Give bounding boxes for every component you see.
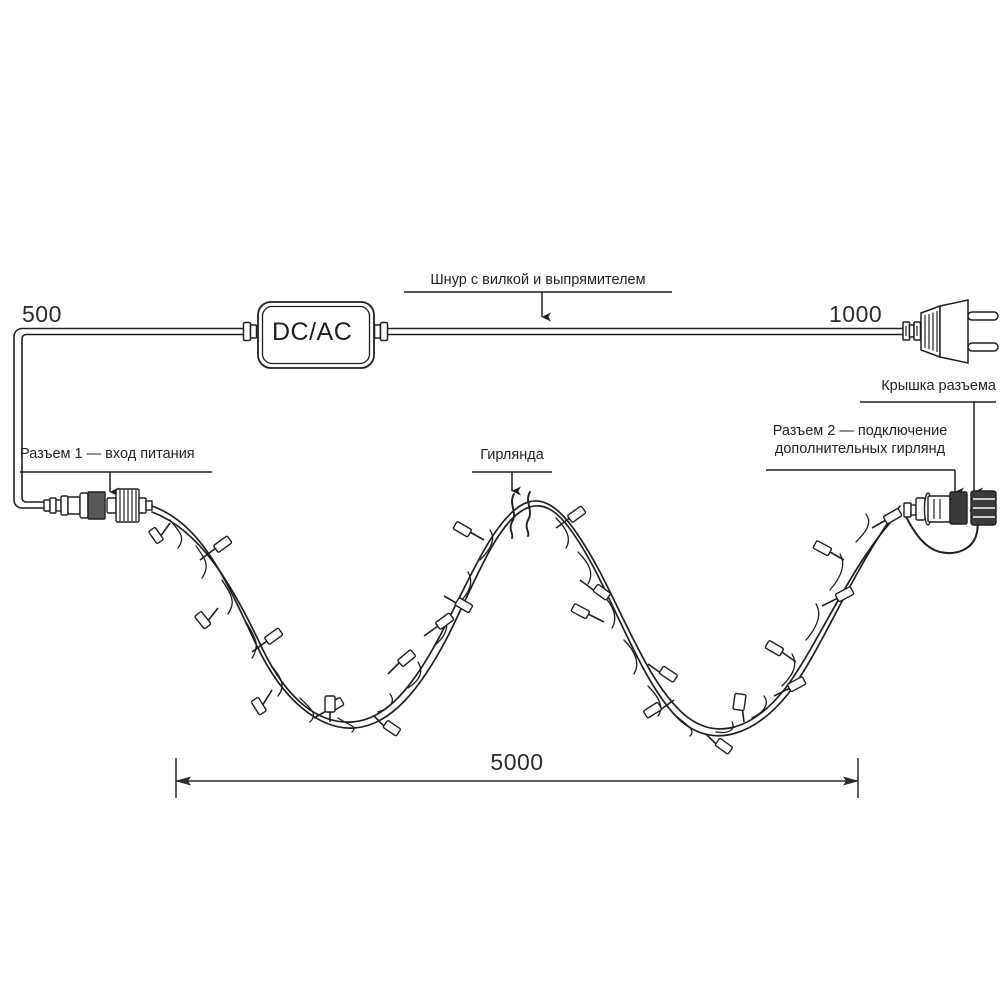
dimension-label-500: 500 [22,301,62,327]
led-bulb-icon [148,522,171,545]
led-bulb-icon [423,612,455,637]
callout-cord-with-plug: Шнур с вилкой и выпрямителем [430,272,646,288]
callout-garland: Гирлянда [480,447,544,463]
leader-garland [472,471,552,496]
led-bulb-icon [871,508,903,529]
leader-connector-2 [766,469,964,497]
callout-connector-2-line1: Разъем 2 — подключение [772,423,948,439]
leader-connector-cap [860,401,996,497]
mains-cable-path [13,327,906,509]
dimension-label-5000: 5000 [490,749,544,775]
led-bulb-icon [194,607,219,630]
dimension-5000 [175,758,859,798]
connector-2-assembly [903,490,997,554]
dimension-label-1000: 1000 [829,301,883,327]
connector-cap-icon [970,490,997,526]
leader-cord-with-plug [404,291,672,322]
led-bulb-icon [773,676,807,697]
mains-plug-icon [902,299,999,364]
led-bulb-icon [373,715,401,737]
led-bulb-icon [324,695,336,722]
led-bulb-icon [705,733,733,755]
connector-1-input [43,488,153,523]
callout-connector-2-line2: дополнительных гирлянд [774,441,946,457]
led-bulb-icon [250,689,273,716]
dc-ac-label: DC/AC [272,318,353,346]
garland-wire [151,500,901,737]
led-bulb-icon [199,535,233,561]
led-bulb-icon [452,521,485,541]
led-bulb-icon [443,595,474,614]
led-bulb-icon [387,649,416,675]
led-bulb-icon [643,699,675,719]
led-bulbs [148,505,903,755]
callout-connector-1: Разъем 1 — вход питания [20,446,195,462]
led-bulb-icon [579,579,611,601]
led-bulb-icon [764,640,797,663]
led-bulb-icon [732,692,747,723]
wire-break-symbol [509,491,531,539]
led-bulb-icon [821,586,855,607]
led-bulb-icon [647,663,678,683]
led-bulb-icon [251,627,284,653]
callout-connector-cap: Крышка разъема [881,378,996,394]
led-bulb-icon [812,540,845,561]
dc-ac-power-unit [242,301,389,369]
leader-connector-1 [20,471,212,497]
led-bulb-icon [555,505,587,529]
led-bulb-icon [570,603,605,623]
